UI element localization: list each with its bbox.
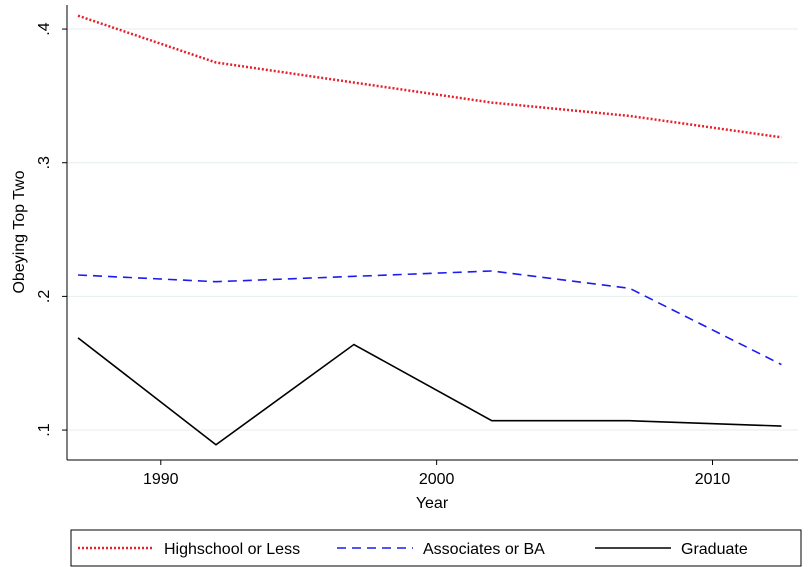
y-axis-label: Obeying Top Two [11, 170, 28, 293]
y-tick-label: .4 [36, 22, 53, 35]
y-tick-label: .1 [36, 423, 53, 436]
legend [70, 529, 802, 567]
x-tick-label: 2010 [695, 471, 731, 488]
legend-label: Associates or BA [423, 541, 545, 558]
y-tick-label: .3 [36, 156, 53, 169]
series-line [77, 270, 782, 366]
legend-label: Graduate [681, 541, 748, 558]
series-line [77, 14, 782, 139]
y-tick-label: .2 [36, 290, 53, 303]
series-line [77, 337, 782, 446]
legend-label: Highschool or Less [164, 541, 300, 558]
x-axis-label: Year [416, 495, 449, 512]
x-tick-label: 1990 [143, 471, 179, 488]
x-tick-label: 2000 [419, 471, 455, 488]
